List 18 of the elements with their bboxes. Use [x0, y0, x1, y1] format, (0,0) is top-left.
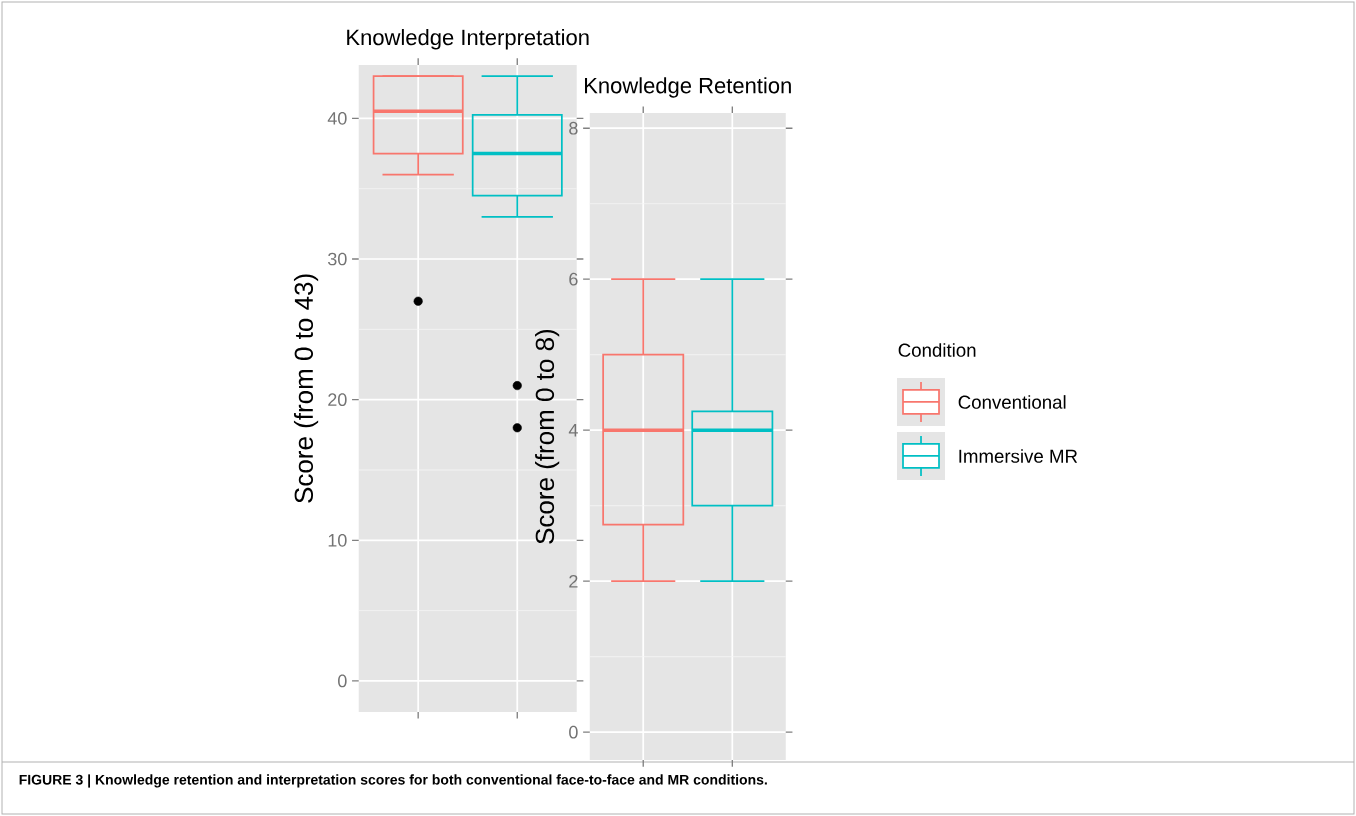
- y-axis-title: Score (from 0 to 8): [535, 329, 560, 544]
- y-tick-label: 4: [568, 424, 578, 437]
- y-tick-label: 40: [327, 111, 347, 125]
- y-tick-label: 0: [569, 725, 578, 739]
- y-tick-label: 20: [328, 393, 347, 407]
- y-tick-label: 8: [569, 121, 578, 135]
- legend-label: Conventional: [958, 395, 1066, 409]
- y-axis-title: Score (from 0 to 43): [293, 274, 319, 503]
- y-tick-label: 30: [328, 252, 347, 266]
- caption: FIGURE 3 | Knowledge retention and interpretation scores for both conventional face-to-face and MR conditions.: [19, 774, 767, 788]
- chart-title: Knowledge Interpretation: [347, 29, 589, 50]
- y-tick-label: 0: [338, 674, 347, 688]
- legend-title: Condition: [898, 343, 976, 357]
- y-tick-label: 10: [328, 533, 347, 547]
- y-tick-label: 6: [569, 272, 578, 286]
- chart-title: Knowledge Retention: [585, 77, 791, 98]
- y-tick-label: 2: [569, 574, 578, 588]
- legend-label: Immersive MR: [959, 449, 1078, 463]
